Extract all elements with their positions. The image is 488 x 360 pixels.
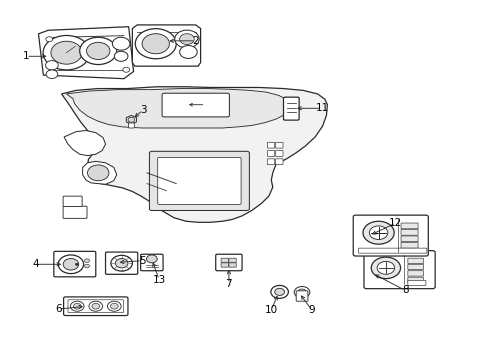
Circle shape bbox=[179, 45, 197, 58]
FancyBboxPatch shape bbox=[162, 93, 229, 117]
Circle shape bbox=[111, 255, 132, 271]
Circle shape bbox=[179, 34, 194, 44]
Text: 3: 3 bbox=[140, 105, 146, 115]
Circle shape bbox=[89, 301, 102, 311]
Text: 6: 6 bbox=[55, 304, 61, 314]
Polygon shape bbox=[82, 161, 117, 184]
Circle shape bbox=[70, 301, 84, 311]
Text: 9: 9 bbox=[308, 305, 314, 315]
FancyBboxPatch shape bbox=[400, 236, 417, 242]
Text: 13: 13 bbox=[152, 275, 165, 285]
Circle shape bbox=[114, 51, 128, 61]
Polygon shape bbox=[66, 89, 290, 128]
Text: 5: 5 bbox=[139, 256, 145, 266]
FancyBboxPatch shape bbox=[400, 223, 417, 229]
FancyBboxPatch shape bbox=[215, 254, 242, 271]
FancyBboxPatch shape bbox=[267, 159, 274, 165]
Circle shape bbox=[73, 303, 81, 309]
Circle shape bbox=[46, 70, 58, 78]
FancyBboxPatch shape bbox=[54, 251, 96, 277]
Circle shape bbox=[146, 255, 157, 263]
FancyBboxPatch shape bbox=[407, 277, 423, 283]
FancyBboxPatch shape bbox=[158, 157, 241, 204]
Circle shape bbox=[84, 259, 89, 262]
Circle shape bbox=[122, 67, 129, 72]
FancyBboxPatch shape bbox=[105, 252, 138, 274]
Polygon shape bbox=[39, 27, 133, 79]
Text: 7: 7 bbox=[225, 279, 232, 289]
Circle shape bbox=[63, 258, 79, 270]
Circle shape bbox=[112, 37, 130, 50]
Circle shape bbox=[368, 226, 387, 239]
Polygon shape bbox=[61, 87, 327, 222]
Circle shape bbox=[128, 117, 135, 122]
FancyBboxPatch shape bbox=[128, 123, 134, 128]
FancyBboxPatch shape bbox=[407, 280, 425, 285]
Circle shape bbox=[86, 42, 110, 59]
FancyBboxPatch shape bbox=[267, 142, 274, 148]
FancyBboxPatch shape bbox=[407, 258, 423, 264]
FancyBboxPatch shape bbox=[63, 196, 82, 207]
FancyBboxPatch shape bbox=[363, 251, 434, 289]
FancyBboxPatch shape bbox=[141, 254, 163, 271]
FancyBboxPatch shape bbox=[352, 215, 427, 256]
Circle shape bbox=[135, 29, 176, 59]
Circle shape bbox=[87, 165, 109, 181]
Circle shape bbox=[362, 221, 393, 244]
Circle shape bbox=[110, 303, 118, 309]
FancyBboxPatch shape bbox=[228, 258, 236, 262]
Circle shape bbox=[270, 285, 288, 298]
Circle shape bbox=[376, 261, 394, 274]
FancyBboxPatch shape bbox=[221, 258, 228, 262]
Circle shape bbox=[46, 37, 53, 42]
Circle shape bbox=[115, 258, 128, 268]
Polygon shape bbox=[64, 131, 105, 156]
Circle shape bbox=[75, 263, 78, 265]
FancyBboxPatch shape bbox=[400, 229, 417, 235]
FancyBboxPatch shape bbox=[221, 263, 228, 267]
FancyBboxPatch shape bbox=[63, 206, 87, 219]
Text: 1: 1 bbox=[22, 51, 29, 61]
Text: 8: 8 bbox=[401, 285, 408, 296]
Circle shape bbox=[142, 34, 169, 54]
FancyBboxPatch shape bbox=[358, 248, 426, 253]
Text: 2: 2 bbox=[192, 36, 199, 46]
FancyBboxPatch shape bbox=[407, 271, 423, 276]
FancyBboxPatch shape bbox=[275, 142, 283, 148]
FancyBboxPatch shape bbox=[149, 151, 249, 211]
Text: 12: 12 bbox=[388, 218, 402, 228]
Circle shape bbox=[92, 303, 100, 309]
Text: 10: 10 bbox=[264, 305, 277, 315]
Text: 4: 4 bbox=[32, 259, 39, 269]
FancyBboxPatch shape bbox=[275, 150, 283, 156]
FancyBboxPatch shape bbox=[407, 264, 423, 270]
FancyBboxPatch shape bbox=[275, 159, 283, 165]
Polygon shape bbox=[126, 116, 136, 124]
Circle shape bbox=[174, 30, 199, 48]
FancyBboxPatch shape bbox=[296, 291, 307, 301]
Circle shape bbox=[51, 41, 82, 64]
FancyBboxPatch shape bbox=[267, 150, 274, 156]
FancyBboxPatch shape bbox=[228, 263, 236, 267]
Circle shape bbox=[274, 288, 284, 296]
Circle shape bbox=[45, 60, 58, 70]
Circle shape bbox=[297, 289, 306, 296]
FancyBboxPatch shape bbox=[400, 242, 417, 248]
Circle shape bbox=[107, 301, 121, 311]
Circle shape bbox=[294, 287, 309, 298]
Text: 11: 11 bbox=[315, 103, 328, 113]
FancyBboxPatch shape bbox=[63, 297, 128, 316]
Circle shape bbox=[43, 36, 90, 70]
Circle shape bbox=[58, 255, 83, 274]
FancyBboxPatch shape bbox=[283, 97, 299, 120]
Polygon shape bbox=[132, 25, 200, 66]
Circle shape bbox=[80, 37, 117, 64]
Circle shape bbox=[84, 264, 89, 268]
Circle shape bbox=[370, 257, 400, 279]
